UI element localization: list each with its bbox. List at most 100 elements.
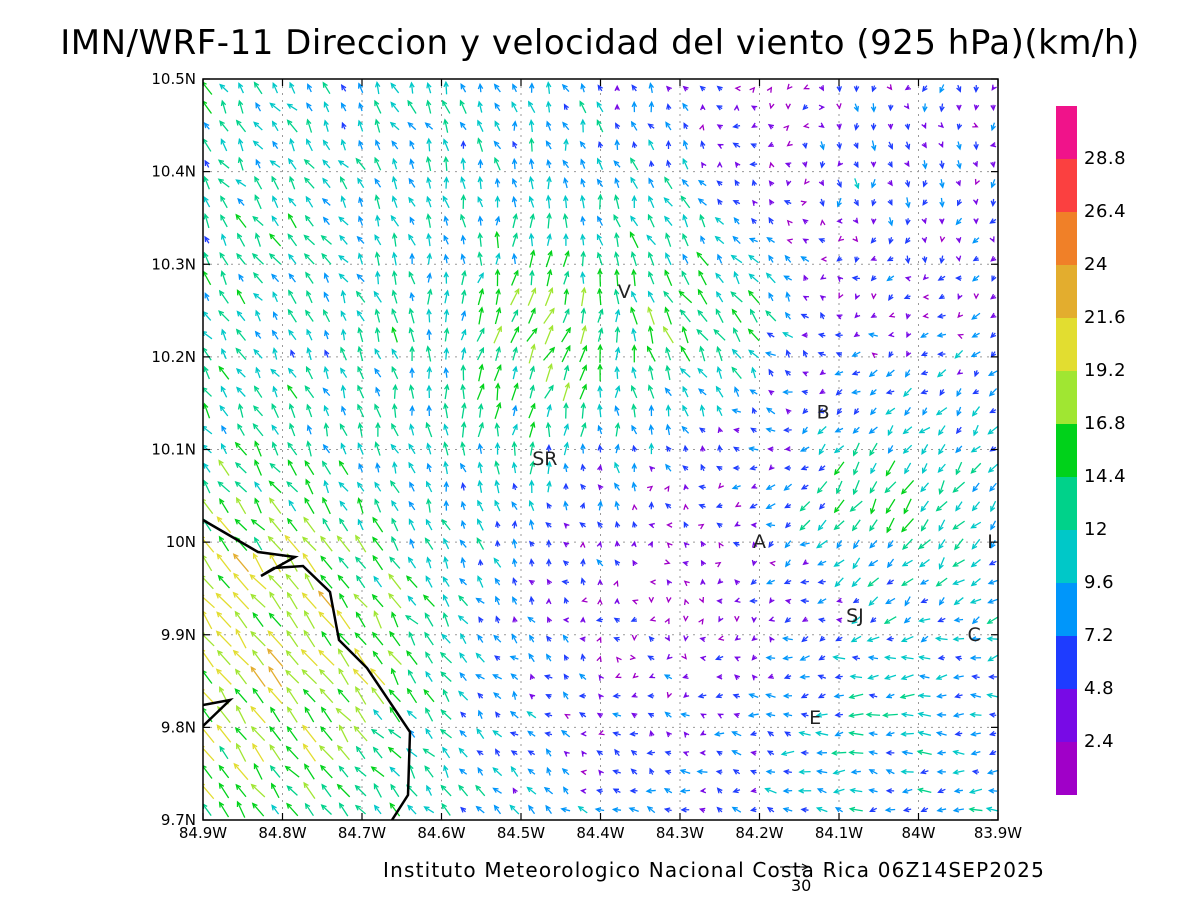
wind-vector-head [338,273,345,280]
wind-vector-head [648,596,655,604]
wind-vector [562,383,570,401]
wind-vector-head [357,177,363,184]
wind-vector [834,788,845,793]
wind-vector-head [989,408,996,414]
wind-vector [203,576,214,590]
wind-vector [203,100,213,114]
wind-vector [443,538,450,550]
wind-vector [680,769,691,774]
wind-vector-head [786,219,793,226]
wind-vector [305,196,314,208]
wind-vector [458,748,468,758]
wind-vector-head [920,332,927,338]
wind-vector-head [731,750,738,756]
wind-vector [547,462,551,475]
wind-vector-head [357,384,363,391]
wind-vector [272,330,279,340]
wind-vector-head [251,252,258,259]
wind-vector-head [869,542,876,549]
wind-vector-head [441,99,448,107]
wind-vector-head [406,687,413,694]
wind-vector-head [716,405,722,412]
wind-vector-head [424,612,430,619]
wind-vector-head [478,272,484,279]
wind-vector [476,347,484,361]
wind-vector-head [751,635,758,642]
wind-vector-head [920,505,926,513]
wind-vector-head [461,289,467,296]
wind-vector-head [734,179,740,186]
wind-vector [495,461,500,475]
wind-vector [494,403,501,420]
wind-vector [495,480,500,494]
wind-vector-head [321,630,327,638]
wind-vector-head [408,270,414,278]
wind-vector-head [920,806,927,813]
wind-vector [357,443,364,455]
wind-vector [971,732,981,736]
wind-vector-head [375,139,381,146]
wind-vector-head [287,308,294,316]
wind-vector-head [374,441,380,448]
wind-vector [613,215,621,228]
wind-vector-head [268,497,275,504]
wind-vector-head [339,500,346,507]
wind-vector-head [683,521,689,528]
wind-vector-head [422,748,429,754]
wind-vector [319,745,334,761]
wind-vector-head [580,788,587,794]
wind-vector [203,138,212,152]
wind-vector [288,290,297,304]
wind-vector [630,216,639,227]
wind-vector-head [868,428,875,434]
wind-vector-head [288,329,294,336]
wind-vector-head [817,674,824,680]
wind-vector-head [717,143,724,149]
wind-vector-head [631,366,637,373]
wind-vector [953,579,965,585]
wind-vector-head [526,786,533,793]
wind-vector-head [408,631,414,638]
colorbar-level-label: 7.2 [1084,625,1115,646]
wind-vector [370,668,386,686]
wind-vector [306,291,313,304]
wind-vector [221,234,227,246]
colorbar-level-label: 24 [1084,254,1108,275]
wind-vector-head [904,409,910,416]
wind-vector-head [597,464,603,471]
wind-vector-head [269,591,275,598]
wind-vector-head [956,86,962,93]
wind-vector-head [509,710,517,717]
wind-vector-head [250,666,257,673]
wind-vector [527,787,537,795]
wind-vector [936,407,948,416]
wind-vector-head [254,459,260,466]
wind-vector [832,751,847,754]
colorbar-swatch [1056,159,1077,212]
wind-vector-head [203,462,209,469]
wind-vector-head [221,347,227,355]
wind-vector-head [648,139,654,146]
wind-vector-head [340,442,346,449]
wind-vector [543,347,555,361]
wind-vector [376,215,380,227]
wind-vector [321,784,332,798]
wind-vector-head [680,712,687,718]
wind-vector-head [905,202,911,209]
wind-vector [717,254,723,264]
wind-vector [665,388,672,397]
wind-vector-head [216,649,223,656]
wind-vector [850,500,863,512]
wind-vector [715,217,725,225]
wind-vector [424,632,434,646]
wind-vector-head [698,596,705,604]
wind-vector [442,577,450,587]
wind-vector [355,158,366,171]
wind-vector [376,328,380,342]
wind-vector [289,404,296,418]
wind-vector [425,538,434,550]
wind-vector-head [769,102,775,110]
wind-vector-head [885,470,891,477]
wind-vector [355,535,367,553]
wind-vector-head [629,231,635,238]
